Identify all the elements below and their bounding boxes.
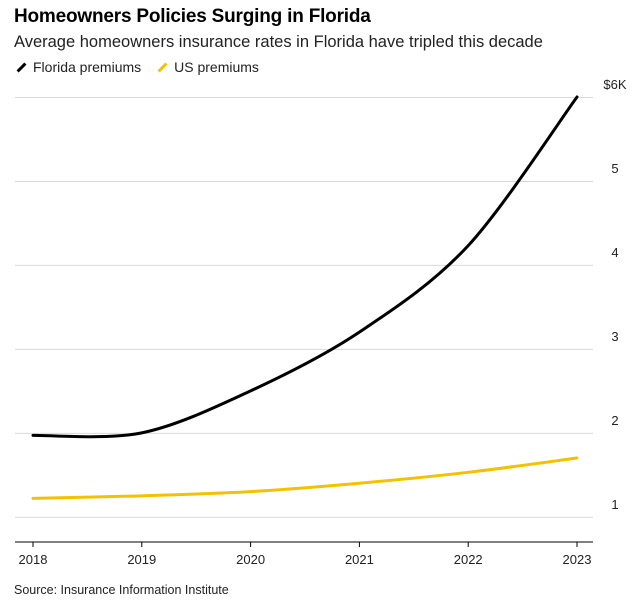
chart-subtitle: Average homeowners insurance rates in Fl… [14,33,543,51]
chart-title: Homeowners Policies Surging in Florida [14,6,371,27]
legend: Florida premiums US premiums [14,59,273,75]
series-line-florida [31,95,579,439]
y-tick-label-3: 4 [611,245,618,260]
y-tick-label-2: 3 [611,329,618,344]
x-tick-label-4: 2022 [454,552,483,567]
legend-item-us: US premiums [155,59,259,75]
x-tick-label-1: 2019 [127,552,156,567]
y-tick-label-0: 1 [611,497,618,512]
source-note: Source: Insurance Information Institute [14,583,229,597]
x-tick-label-2: 2020 [236,552,265,567]
y-tick-label-5: $6K [603,77,626,92]
series-line-us [31,456,579,500]
legend-label-us: US premiums [174,59,259,75]
x-tick-label-5: 2023 [563,552,592,567]
x-tick-label-3: 2021 [345,552,374,567]
legend-item-florida: Florida premiums [14,59,141,75]
y-tick-label-1: 2 [611,413,618,428]
legend-label-florida: Florida premiums [33,59,142,75]
x-tick-label-0: 2018 [19,552,48,567]
y-tick-label-4: 5 [611,161,618,176]
